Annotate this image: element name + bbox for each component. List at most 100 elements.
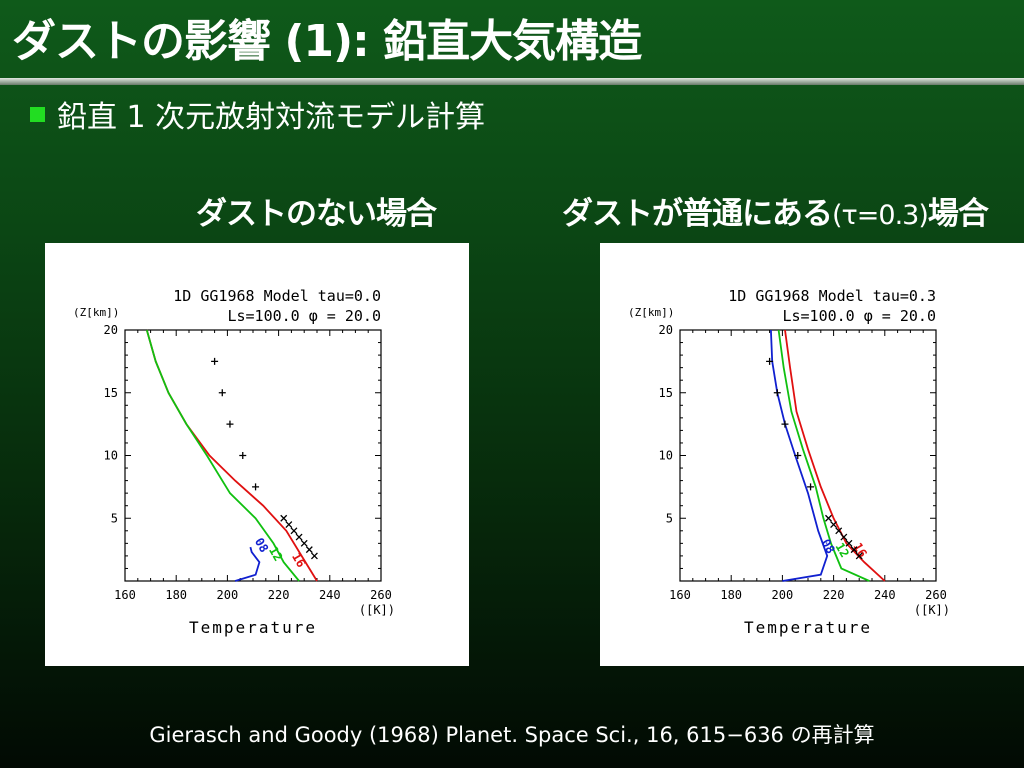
observation-point <box>855 552 863 560</box>
observation-point <box>285 521 293 528</box>
chart-title: 1D GG1968 Model tau=0.0 <box>173 287 381 305</box>
observation-cross-mark <box>825 514 832 522</box>
series-line-08 <box>234 546 261 582</box>
chart-title: 1D GG1968 Model tau=0.3 <box>728 287 936 305</box>
observation-point <box>290 527 298 535</box>
y-tick-label: 15 <box>104 386 118 400</box>
series-line-08 <box>770 329 829 582</box>
observation-cross-mark <box>300 539 308 547</box>
observation-point <box>840 533 848 541</box>
observation-plus-mark <box>781 420 789 428</box>
observation-cross-mark <box>855 552 863 560</box>
bullet-point: 鉛直 1 次元放射対流モデル計算 <box>30 94 486 135</box>
x-axis-label: Temperature <box>744 618 872 637</box>
x-tick-label: 260 <box>370 588 392 602</box>
observation-plus-mark <box>239 452 247 459</box>
chart-panel-with-dust: 1D GG1968 Model tau=0.3 Ls=100.0 φ = 20.0… <box>600 243 1024 666</box>
y-tick-label: 20 <box>104 323 118 337</box>
x-tick-label: 180 <box>720 588 742 602</box>
observation-cross-mark <box>835 527 843 535</box>
bullet-text: 鉛直 1 次元放射対流モデル計算 <box>57 100 486 135</box>
x-axis-unit: ([K]) <box>359 603 395 617</box>
observation-point <box>252 483 260 491</box>
observation-point <box>305 546 313 554</box>
observation-plus-mark <box>807 483 815 491</box>
caption-with-dust: ダストが普通にある(τ=0.3)場合 <box>562 192 989 236</box>
observation-point <box>310 552 318 560</box>
observation-plus-mark <box>218 389 226 397</box>
x-tick-label: 200 <box>772 588 794 602</box>
x-tick-label: 220 <box>268 588 290 602</box>
temperature-profile-chart-with-dust: 1D GG1968 Model tau=0.3 Ls=100.0 φ = 20.0… <box>628 287 950 637</box>
slide-title: ダストの影響 (1): 鉛直大気構造 <box>12 16 642 67</box>
x-tick-label: 260 <box>925 588 947 602</box>
observation-point <box>807 483 815 491</box>
observation-plus-mark <box>252 483 260 491</box>
series-line-12 <box>777 329 870 582</box>
y-tick-label: 10 <box>659 449 673 463</box>
caption-no-dust: ダストのない場合 <box>196 196 437 232</box>
y-tick-label: 15 <box>659 386 673 400</box>
caption-with-dust-main: ダストが普通にある <box>562 196 833 232</box>
temperature-profile-chart-no-dust: 1D GG1968 Model tau=0.0 Ls=100.0 φ = 20.0… <box>73 287 395 637</box>
observation-cross-mark <box>845 539 853 547</box>
observation-cross-mark <box>830 521 838 528</box>
observation-plus-mark <box>794 452 802 459</box>
series-line-12 <box>145 329 300 582</box>
observation-cross-mark <box>280 514 288 522</box>
x-tick-label: 160 <box>114 588 136 602</box>
chart-subtitle: Ls=100.0 φ = 20.0 <box>782 307 936 325</box>
observation-cross-mark <box>850 546 858 554</box>
observation-point <box>773 389 781 397</box>
observation-cross-mark <box>305 546 313 554</box>
y-tick-label: 5 <box>666 511 673 525</box>
observation-point <box>226 420 234 428</box>
observation-point <box>794 452 802 459</box>
observation-plus-mark <box>773 389 781 397</box>
observation-point <box>300 539 308 547</box>
observation-cross-mark <box>310 552 318 560</box>
chart-panel-no-dust: 1D GG1968 Model tau=0.0 Ls=100.0 φ = 20.0… <box>45 243 469 666</box>
x-tick-label: 220 <box>823 588 845 602</box>
observation-point <box>845 539 853 547</box>
chart-subtitle: Ls=100.0 φ = 20.0 <box>227 307 381 325</box>
observation-point <box>781 420 789 428</box>
y-tick-label: 5 <box>111 511 118 525</box>
bullet-square-icon <box>30 106 45 122</box>
observation-cross-mark <box>290 527 298 535</box>
observation-plus-mark <box>766 357 774 365</box>
series-line-16 <box>145 329 318 582</box>
x-tick-label: 160 <box>669 588 691 602</box>
observation-point <box>211 357 219 365</box>
observation-cross-mark <box>285 521 293 528</box>
citation-footer: Gierasch and Goody (1968) Planet. Space … <box>149 723 875 747</box>
y-axis-label: (Z[km]) <box>73 306 119 319</box>
contour-label-08: 08 <box>252 535 271 555</box>
y-tick-label: 10 <box>104 449 118 463</box>
title-divider <box>0 78 1024 85</box>
x-tick-label: 200 <box>217 588 239 602</box>
observation-cross-mark <box>295 533 303 541</box>
observation-cross-mark <box>840 533 848 541</box>
observation-point <box>830 521 838 528</box>
plot-frame <box>679 329 937 582</box>
x-tick-label: 240 <box>874 588 896 602</box>
observation-point <box>280 514 288 522</box>
caption-tau: (τ=0.3) <box>832 200 929 231</box>
contour-label-08: 08 <box>818 537 837 557</box>
x-tick-label: 240 <box>319 588 341 602</box>
contour-label-16: 16 <box>850 540 869 560</box>
contour-label-12: 12 <box>266 544 285 564</box>
observation-point <box>218 389 226 397</box>
y-tick-label: 20 <box>659 323 673 337</box>
observation-plus-mark <box>226 420 234 428</box>
observation-point <box>295 533 303 541</box>
observation-plus-mark <box>211 357 219 365</box>
x-axis-unit: ([K]) <box>914 603 950 617</box>
observation-point <box>239 452 247 459</box>
caption-with-dust-tail: 場合 <box>927 196 989 232</box>
observation-point <box>850 546 858 554</box>
contour-label-16: 16 <box>289 550 308 570</box>
y-axis-label: (Z[km]) <box>628 306 674 319</box>
x-tick-label: 180 <box>165 588 187 602</box>
